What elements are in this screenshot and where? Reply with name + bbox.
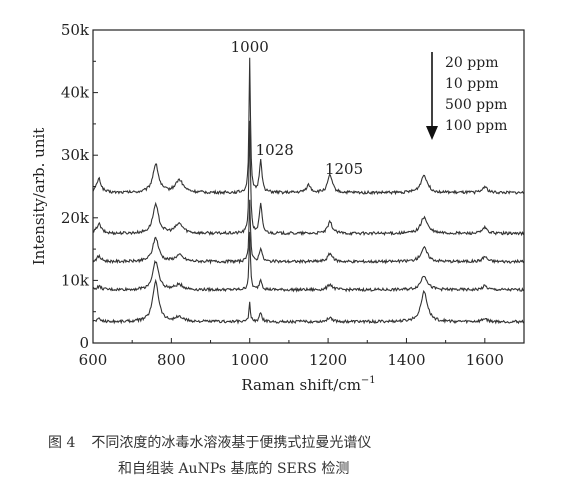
y-axis-title: Intensity/arb. unit <box>30 128 48 266</box>
spectrum-line <box>92 120 525 237</box>
concentration-legend: 20 ppm 10 ppm 500 ppm 100 ppm <box>426 52 507 140</box>
raman-spectrum-chart: 600 800 1000 1200 1400 1600 010k20k30k40k50k … <box>30 21 525 394</box>
y-tick-label: 20k <box>61 209 90 227</box>
x-tick-label: 1000 <box>231 351 269 369</box>
spectra-series-group <box>92 57 525 325</box>
legend-entry: 100 ppm <box>445 118 507 134</box>
y-axis-ticks: 0 10k 20k 30k 40k 50k <box>61 21 98 352</box>
peak-label: 1000 <box>231 38 269 56</box>
figure-label: 图 4 <box>48 435 76 451</box>
x-tick-label: 1400 <box>387 351 425 369</box>
y-tick-label: 50k <box>61 21 90 39</box>
caption-line-1: 图 4 不同浓度的冰毒水溶液基于便携式拉曼光谱仪 <box>48 430 568 456</box>
x-axis-ticks: 600 800 1000 1200 1400 1600 <box>79 338 504 369</box>
x-tick-label: 800 <box>157 351 186 369</box>
down-arrow-icon <box>426 126 438 140</box>
legend-entry: 10 ppm <box>445 76 498 92</box>
spectrum-line <box>92 278 525 325</box>
peak-label: 1205 <box>325 160 363 178</box>
caption-line-2: 和自组装 AuNPs 基底的 SERS 检测 <box>118 461 350 477</box>
x-tick-label: 1600 <box>466 351 504 369</box>
y-tick-label: 40k <box>61 84 90 102</box>
peak-labels: 1000 1028 1205 <box>231 38 364 178</box>
caption-text-1: 不同浓度的冰毒水溶液基于便携式拉曼光谱仪 <box>91 435 372 451</box>
legend-entry: 500 ppm <box>445 97 507 113</box>
y-tick-label: 0 <box>79 334 89 352</box>
y-tick-label: 30k <box>61 146 90 164</box>
spectrum-line <box>92 57 525 196</box>
y-tick-label: 10k <box>61 271 90 289</box>
peak-label: 1028 <box>256 141 294 159</box>
spectrum-line <box>92 199 525 265</box>
legend-entry: 20 ppm <box>445 55 498 71</box>
x-axis-title: Raman shift/cm−1 <box>241 375 375 394</box>
figure-caption: 图 4 不同浓度的冰毒水溶液基于便携式拉曼光谱仪 和自组装 AuNPs 基底的 S… <box>48 430 568 482</box>
x-tick-label: 1200 <box>309 351 347 369</box>
spectrum-line <box>92 231 525 293</box>
x-tick-label: 600 <box>79 351 108 369</box>
